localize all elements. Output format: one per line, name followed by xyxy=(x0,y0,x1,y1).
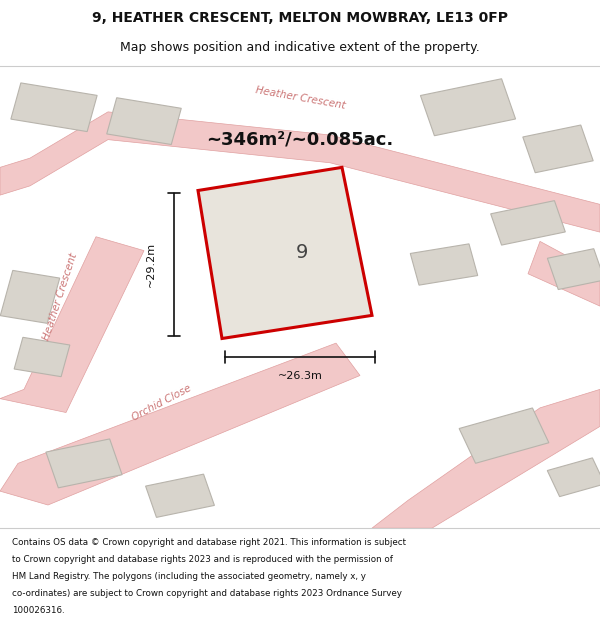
Polygon shape xyxy=(0,271,60,323)
Polygon shape xyxy=(0,343,360,505)
Polygon shape xyxy=(547,249,600,289)
Text: Heather Crescent: Heather Crescent xyxy=(41,252,79,342)
Polygon shape xyxy=(0,112,600,232)
Polygon shape xyxy=(11,83,97,132)
Polygon shape xyxy=(198,168,372,339)
Polygon shape xyxy=(459,408,549,463)
Text: 9: 9 xyxy=(295,243,308,262)
Polygon shape xyxy=(491,201,565,245)
Text: Contains OS data © Crown copyright and database right 2021. This information is : Contains OS data © Crown copyright and d… xyxy=(12,538,406,547)
Text: Orchid Close: Orchid Close xyxy=(131,383,193,423)
Text: co-ordinates) are subject to Crown copyright and database rights 2023 Ordnance S: co-ordinates) are subject to Crown copyr… xyxy=(12,589,402,598)
Text: HM Land Registry. The polygons (including the associated geometry, namely x, y: HM Land Registry. The polygons (includin… xyxy=(12,572,366,581)
Polygon shape xyxy=(421,79,515,136)
Polygon shape xyxy=(146,474,214,518)
Text: to Crown copyright and database rights 2023 and is reproduced with the permissio: to Crown copyright and database rights 2… xyxy=(12,555,393,564)
Polygon shape xyxy=(523,125,593,172)
Text: Heather Crescent: Heather Crescent xyxy=(254,85,346,111)
Polygon shape xyxy=(0,237,144,412)
Text: Map shows position and indicative extent of the property.: Map shows position and indicative extent… xyxy=(120,41,480,54)
Polygon shape xyxy=(372,389,600,528)
Polygon shape xyxy=(14,338,70,377)
Text: ~346m²/~0.085ac.: ~346m²/~0.085ac. xyxy=(206,131,394,149)
Polygon shape xyxy=(528,241,600,306)
Polygon shape xyxy=(46,439,122,488)
Text: 100026316.: 100026316. xyxy=(12,606,65,614)
Polygon shape xyxy=(107,98,181,144)
Text: ~26.3m: ~26.3m xyxy=(278,371,322,381)
Text: ~29.2m: ~29.2m xyxy=(146,242,156,287)
Polygon shape xyxy=(410,244,478,285)
Text: 9, HEATHER CRESCENT, MELTON MOWBRAY, LE13 0FP: 9, HEATHER CRESCENT, MELTON MOWBRAY, LE1… xyxy=(92,11,508,26)
Polygon shape xyxy=(547,458,600,497)
